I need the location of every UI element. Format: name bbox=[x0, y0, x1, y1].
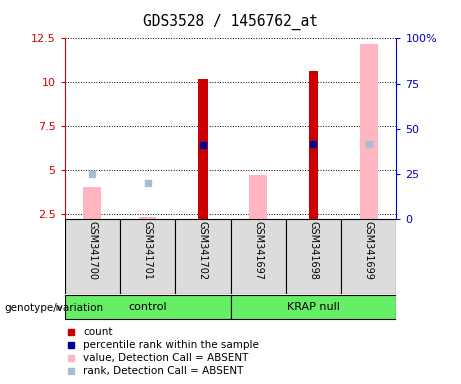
Bar bbox=[139, 217, 156, 219]
Text: rank, Detection Call = ABSENT: rank, Detection Call = ABSENT bbox=[83, 366, 243, 376]
Bar bbox=[341, 219, 396, 294]
Text: value, Detection Call = ABSENT: value, Detection Call = ABSENT bbox=[83, 353, 248, 363]
Text: GDS3528 / 1456762_at: GDS3528 / 1456762_at bbox=[143, 13, 318, 30]
Text: GSM341700: GSM341700 bbox=[87, 221, 97, 280]
Bar bbox=[198, 79, 208, 219]
Text: percentile rank within the sample: percentile rank within the sample bbox=[83, 340, 259, 350]
Bar bbox=[65, 295, 230, 319]
Text: control: control bbox=[128, 302, 167, 312]
Text: GSM341702: GSM341702 bbox=[198, 221, 208, 280]
Bar bbox=[175, 219, 230, 294]
Text: GSM341701: GSM341701 bbox=[142, 221, 153, 280]
Bar bbox=[65, 219, 120, 294]
Bar bbox=[249, 175, 267, 219]
Bar bbox=[230, 295, 396, 319]
Text: genotype/variation: genotype/variation bbox=[5, 303, 104, 313]
Text: count: count bbox=[83, 327, 112, 337]
Bar bbox=[286, 219, 341, 294]
Bar bbox=[308, 71, 319, 219]
Bar bbox=[83, 187, 101, 219]
Bar bbox=[120, 219, 175, 294]
Text: GSM341697: GSM341697 bbox=[253, 221, 263, 280]
Text: GSM341699: GSM341699 bbox=[364, 221, 374, 280]
Text: GSM341698: GSM341698 bbox=[308, 221, 319, 280]
Bar bbox=[360, 44, 378, 219]
Bar bbox=[230, 219, 286, 294]
Text: KRAP null: KRAP null bbox=[287, 302, 340, 312]
